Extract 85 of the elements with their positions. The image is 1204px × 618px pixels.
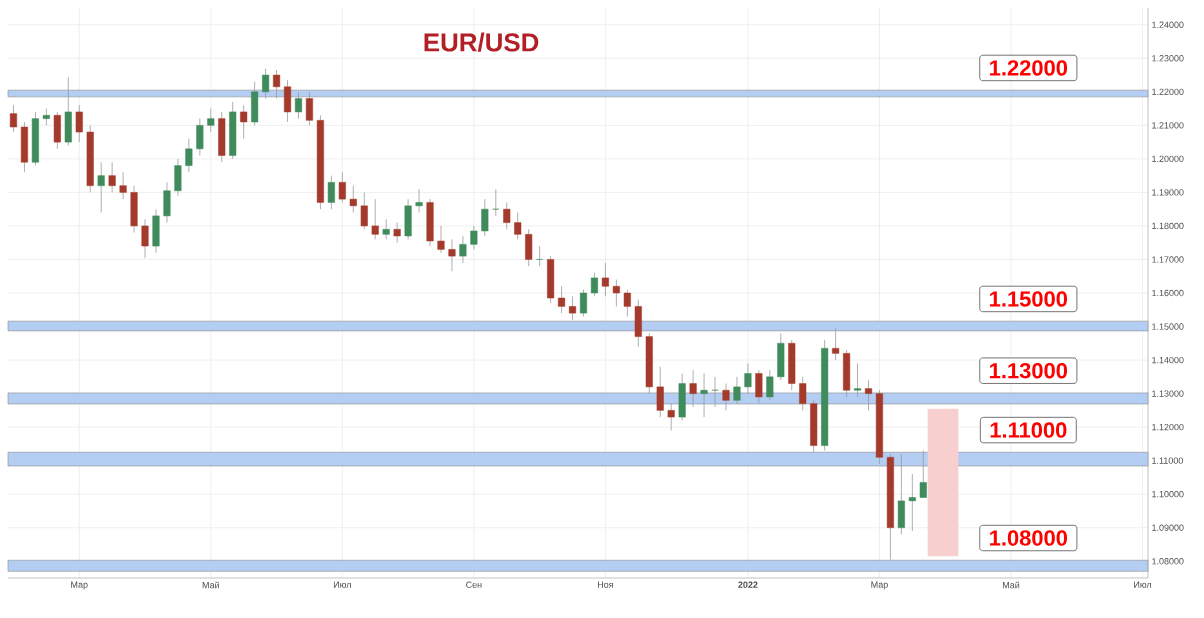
band-label: 1.22000: [990, 60, 1068, 76]
y-tick-label: 1.18000: [1152, 222, 1184, 230]
y-tick-label: 1.23000: [1152, 55, 1184, 62]
x-tick-label: Май: [202, 581, 219, 589]
y-tick-label: 1.24000: [1152, 21, 1184, 28]
candlestick: [294, 91, 303, 120]
x-tick-label: Сен: [466, 581, 482, 588]
y-tick-label: 1.19000: [1152, 189, 1184, 196]
y-tick-label: 1.10000: [1152, 491, 1184, 498]
candlestick: [393, 222, 401, 244]
candlestick: [558, 285, 566, 314]
candlestick: [579, 289, 588, 317]
y-tick-label: 1.16000: [1152, 289, 1184, 297]
y-tick-label: 1.22000: [1152, 88, 1184, 95]
candlestick: [207, 108, 215, 133]
candlestick: [196, 118, 204, 156]
candlestick: [514, 212, 522, 240]
y-tick-label: 1.17000: [1152, 256, 1184, 263]
x-tick-label: Мар: [871, 581, 888, 590]
candlestick: [459, 235, 467, 264]
candlestick: [568, 295, 577, 321]
candlestick: [612, 279, 620, 307]
candlestick: [382, 218, 390, 240]
candlestick: [689, 369, 697, 408]
candlestick: [327, 175, 335, 210]
candlestick: [240, 104, 248, 140]
candlestick: [744, 363, 752, 394]
candlestick: [437, 225, 445, 254]
candlestick: [667, 403, 675, 431]
candlestick: [601, 262, 609, 297]
candlestick: [733, 376, 741, 405]
candlestick: [700, 373, 708, 418]
band-label: 1.11000: [990, 422, 1067, 438]
x-tick-label: 2022: [738, 581, 758, 588]
candlestick: [75, 104, 83, 143]
candlestick: [864, 379, 873, 411]
candlestick: [97, 161, 105, 213]
band-label: 1.15000: [990, 291, 1068, 307]
candlestick: [908, 473, 916, 532]
candlestick: [349, 185, 357, 213]
candlestick: [799, 376, 807, 411]
candlestick: [503, 202, 511, 230]
candlestick: [536, 245, 544, 267]
candlestick: [108, 161, 116, 193]
candlestick: [262, 68, 270, 99]
candlestick: [590, 272, 598, 297]
candlestick: [481, 198, 489, 237]
candlestick: [273, 69, 281, 99]
y-tick-label: 1.20000: [1152, 155, 1184, 163]
y-tick-label: 1.08000: [1152, 558, 1184, 565]
candlestick: [415, 188, 423, 213]
band-label: 1.08000: [990, 530, 1068, 546]
x-tick-label: Май: [1002, 581, 1020, 589]
candlestick: [656, 366, 664, 418]
candlestick: [141, 218, 149, 259]
y-tick-label: 1.12000: [1152, 423, 1184, 431]
y-tick-label: 1.14000: [1152, 356, 1184, 364]
x-tick-label: Июл: [333, 581, 351, 588]
candlestick: [470, 225, 478, 250]
candlestick: [371, 198, 379, 240]
candlestick: [919, 450, 927, 498]
candlestick: [623, 289, 631, 317]
y-tick-label: 1.13000: [1152, 390, 1184, 397]
candlestick: [119, 171, 127, 200]
y-tick-label: 1.15000: [1152, 323, 1184, 330]
candlestick: [448, 238, 456, 272]
x-tick-label: Июл: [1134, 581, 1152, 588]
y-tick-label: 1.21000: [1152, 122, 1184, 129]
x-tick-label: Ноя: [597, 581, 613, 588]
candlestick: [185, 138, 193, 173]
candlestick: [722, 383, 730, 411]
candlestick: [832, 327, 840, 361]
candlestick: [42, 108, 50, 126]
candlestick: [305, 91, 313, 126]
candlestick: [360, 192, 368, 230]
candlestick: [755, 369, 763, 405]
candlestick: [338, 171, 346, 203]
text: EUR/USD: [424, 32, 539, 52]
y-tick-label: 1.11000: [1152, 457, 1183, 464]
band-label: 1.13000: [990, 362, 1068, 379]
candlestick: [9, 104, 18, 133]
candlestick: [853, 363, 862, 398]
candlestick: [766, 369, 774, 401]
x-tick-label: Мар: [71, 581, 88, 590]
y-tick-label: 1.09000: [1152, 524, 1184, 531]
